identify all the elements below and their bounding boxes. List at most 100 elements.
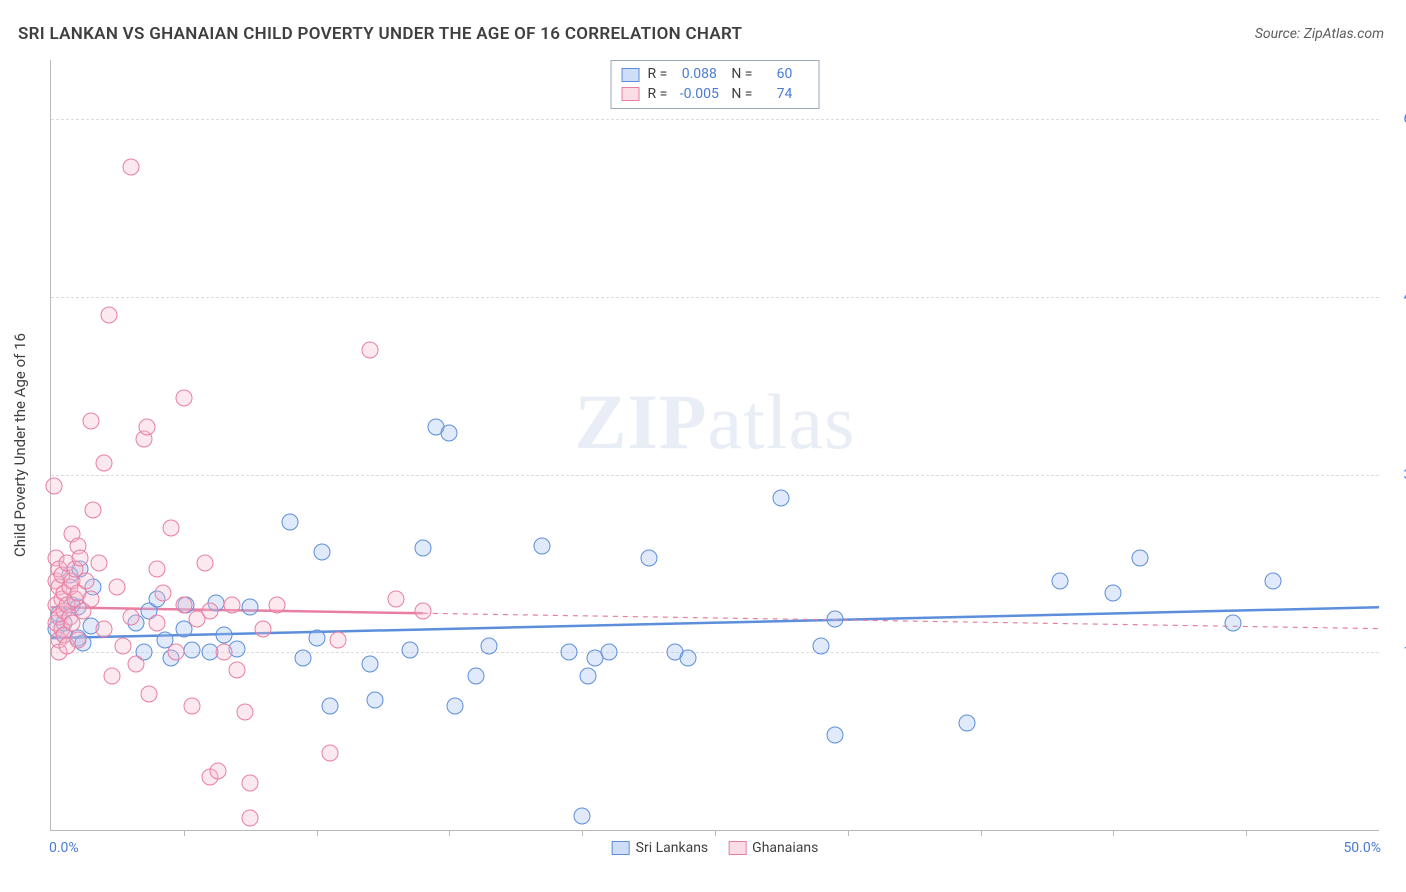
x-axis-min-label: 0.0% <box>49 840 79 856</box>
legend-n-label: N = <box>731 85 752 105</box>
data-point <box>295 650 312 667</box>
legend-swatch <box>622 68 640 82</box>
legend-r-value: 0.088 <box>675 65 723 85</box>
data-point <box>773 490 790 507</box>
plot-area: ZIPatlas R = 0.088 N = 60 R = -0.005 N =… <box>50 60 1379 831</box>
data-point <box>560 644 577 661</box>
data-point <box>321 745 338 762</box>
legend-n-value: 74 <box>760 85 808 105</box>
x-tick <box>1246 830 1247 836</box>
x-tick <box>582 830 583 836</box>
x-tick <box>317 830 318 836</box>
series-name: Ghanaians <box>752 840 818 856</box>
gridline <box>51 119 1379 120</box>
data-point <box>149 614 166 631</box>
data-point <box>255 620 272 637</box>
data-point <box>401 641 418 658</box>
data-point <box>534 537 551 554</box>
chart-title: SRI LANKAN VS GHANAIAN CHILD POVERTY UND… <box>18 24 742 44</box>
data-point <box>101 306 118 323</box>
y-tick-label: 60.0% <box>1386 111 1406 127</box>
data-point <box>85 502 102 519</box>
data-point <box>183 697 200 714</box>
data-point <box>96 620 113 637</box>
data-point <box>210 762 227 779</box>
data-point <box>104 668 121 685</box>
data-point <box>282 514 299 531</box>
legend-n-label: N = <box>731 65 752 85</box>
data-point <box>367 691 384 708</box>
legend-swatch <box>622 87 640 101</box>
source-value: ZipAtlas.com <box>1304 26 1384 42</box>
data-point <box>183 641 200 658</box>
data-point <box>313 543 330 560</box>
data-point <box>959 715 976 732</box>
data-point <box>127 656 144 673</box>
stats-legend: R = 0.088 N = 60 R = -0.005 N = 74 <box>611 60 820 109</box>
x-tick <box>184 830 185 836</box>
data-point <box>96 454 113 471</box>
data-point <box>1264 573 1281 590</box>
data-point <box>680 650 697 667</box>
data-point <box>446 697 463 714</box>
data-point <box>109 579 126 596</box>
data-point <box>826 611 843 628</box>
data-point <box>242 810 259 827</box>
data-point <box>308 630 325 647</box>
data-point <box>175 389 192 406</box>
source-label: Source: <box>1255 26 1300 42</box>
data-point <box>154 585 171 602</box>
data-point <box>138 419 155 436</box>
x-tick <box>848 830 849 836</box>
data-point <box>223 596 240 613</box>
legend-r-label: R = <box>648 85 668 105</box>
data-point <box>167 644 184 661</box>
data-point <box>122 158 139 175</box>
data-point <box>579 668 596 685</box>
series-legend-entry: Ghanaians <box>728 840 818 856</box>
data-point <box>82 591 99 608</box>
gridline <box>51 475 1379 476</box>
data-point <box>82 413 99 430</box>
data-point <box>175 596 192 613</box>
stats-legend-row: R = -0.005 N = 74 <box>622 85 809 105</box>
legend-swatch <box>612 841 630 855</box>
data-point <box>215 644 232 661</box>
gridline <box>51 652 1379 653</box>
stats-legend-row: R = 0.088 N = 60 <box>622 65 809 85</box>
data-point <box>141 685 158 702</box>
data-point <box>1131 549 1148 566</box>
data-point <box>236 703 253 720</box>
data-point <box>826 727 843 744</box>
x-tick <box>715 830 716 836</box>
data-point <box>242 774 259 791</box>
data-point <box>197 555 214 572</box>
data-point <box>162 519 179 536</box>
y-axis-label: Child Poverty Under the Age of 16 <box>11 333 29 557</box>
data-point <box>228 662 245 679</box>
legend-n-value: 60 <box>760 65 808 85</box>
data-point <box>77 573 94 590</box>
x-axis-max-label: 50.0% <box>1343 840 1381 856</box>
data-point <box>414 602 431 619</box>
data-point <box>414 540 431 557</box>
data-point <box>202 602 219 619</box>
data-point <box>1105 585 1122 602</box>
x-tick <box>981 830 982 836</box>
data-point <box>149 561 166 578</box>
data-point <box>321 697 338 714</box>
data-point <box>215 626 232 643</box>
correlation-chart: Child Poverty Under the Age of 16 ZIPatl… <box>50 60 1378 830</box>
data-point <box>90 555 107 572</box>
gridline <box>51 297 1379 298</box>
series-legend: Sri Lankans Ghanaians <box>612 840 819 856</box>
data-point <box>45 478 62 495</box>
data-point <box>114 638 131 655</box>
data-point <box>242 599 259 616</box>
data-point <box>1224 614 1241 631</box>
y-tick-label: 30.0% <box>1386 467 1406 483</box>
series-name: Sri Lankans <box>636 840 709 856</box>
data-point <box>640 549 657 566</box>
data-point <box>122 608 139 625</box>
data-point <box>388 591 405 608</box>
